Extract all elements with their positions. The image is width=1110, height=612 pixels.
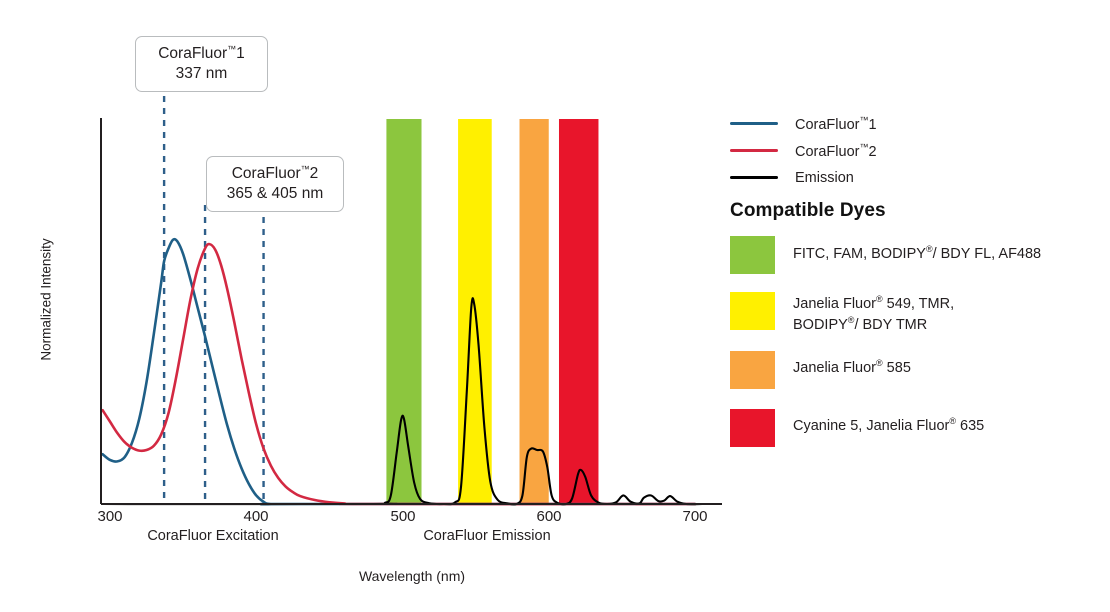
callout-cf2-line1: CoraFluor™2 <box>231 164 319 183</box>
dye-row-0: FITC, FAM, BODIPY®/ BDY FL, AF488 <box>730 236 1105 274</box>
dye-label-line: Cyanine 5, Janelia Fluor® 635 <box>793 416 985 435</box>
spectra-curves <box>101 237 704 506</box>
dye-color-swatch <box>730 408 775 447</box>
registered-mark: ® <box>925 244 933 254</box>
dye-color-swatch <box>730 292 775 330</box>
compatible-dyes-list: FITC, FAM, BODIPY®/ BDY FL, AF488 Janelia… <box>730 236 1105 461</box>
legend-line-swatch <box>730 149 778 152</box>
x-tick-400: 400 <box>243 508 269 525</box>
green-band <box>386 119 422 504</box>
compatible-dyes-title: Compatible Dyes <box>730 200 886 221</box>
dye-label-line: Janelia Fluor® 585 <box>793 358 911 377</box>
excitation-marker-lines <box>162 96 265 504</box>
legend-line-swatch <box>730 122 778 125</box>
callout-cf1-line1: CoraFluor™1 <box>158 44 245 63</box>
dye-row-1: Janelia Fluor® 549, TMR, BODIPY®/ BDY TMR <box>730 292 1105 335</box>
legend-line-swatch <box>730 176 778 179</box>
dye-label: FITC, FAM, BODIPY®/ BDY FL, AF488 <box>793 236 1041 264</box>
dye-label: Janelia Fluor® 549, TMR, BODIPY®/ BDY TMR <box>793 292 954 335</box>
registered-mark: ® <box>876 358 883 369</box>
trademark-mark: ™ <box>859 141 869 152</box>
legend-item-label: CoraFluor™2 <box>795 141 877 160</box>
x-tick-500: 500 <box>390 508 416 525</box>
dye-label-line: FITC, FAM, BODIPY®/ BDY FL, AF488 <box>793 244 1042 262</box>
registered-mark: ® <box>949 416 957 427</box>
x-tick-300: 300 <box>97 508 123 525</box>
dye-color-swatch <box>730 350 775 389</box>
red-band <box>558 119 599 504</box>
dye-row-2: Janelia Fluor® 585 <box>730 350 1105 389</box>
curve-emission <box>101 297 704 506</box>
emission-region-label: CoraFluor Emission <box>423 528 551 544</box>
legend-item-label: CoraFluor™1 <box>795 114 877 133</box>
legend-item-1: CoraFluor™2 <box>730 137 1100 164</box>
y-axis-label: Normalized Intensity <box>38 238 54 361</box>
curve-corafluor2 <box>101 242 697 506</box>
x-tick-600: 600 <box>536 508 562 525</box>
legend-item-2: Emission <box>730 164 1100 191</box>
orange-band <box>519 119 549 504</box>
callout-cf2-line2: 365 & 405 nm <box>226 184 324 202</box>
trademark-mark: ™ <box>859 114 869 125</box>
excitation-region-label: CoraFluor Excitation <box>147 528 279 544</box>
dye-color-swatch <box>730 236 775 274</box>
dye-label: Cyanine 5, Janelia Fluor® 635 <box>793 409 984 437</box>
dye-label-line: BODIPY®/ BDY TMR <box>793 314 928 333</box>
registered-mark: ® <box>876 294 883 304</box>
legend-item-label: Emission <box>795 169 854 186</box>
chart-axes <box>100 118 722 505</box>
registered-mark: ® <box>847 314 855 325</box>
callout-cf1-line2: 337 nm <box>175 64 228 82</box>
legend-item-0: CoraFluor™1 <box>730 110 1100 137</box>
dye-label-line: Janelia Fluor® 549, TMR, <box>793 294 955 312</box>
dye-label: Janelia Fluor® 585 <box>793 351 911 379</box>
callout-corafluor-1: CoraFluor™1 337 nm <box>135 36 268 92</box>
emission-filter-bands <box>386 119 599 504</box>
x-tick-700: 700 <box>682 508 708 525</box>
series-legend: CoraFluor™1 CoraFluor™2 Emission <box>730 110 1100 191</box>
dye-row-3: Cyanine 5, Janelia Fluor® 635 <box>730 408 1105 447</box>
callout-corafluor-2: CoraFluor™2 365 & 405 nm <box>206 156 344 212</box>
x-axis-title: Wavelength (nm) <box>358 568 466 584</box>
